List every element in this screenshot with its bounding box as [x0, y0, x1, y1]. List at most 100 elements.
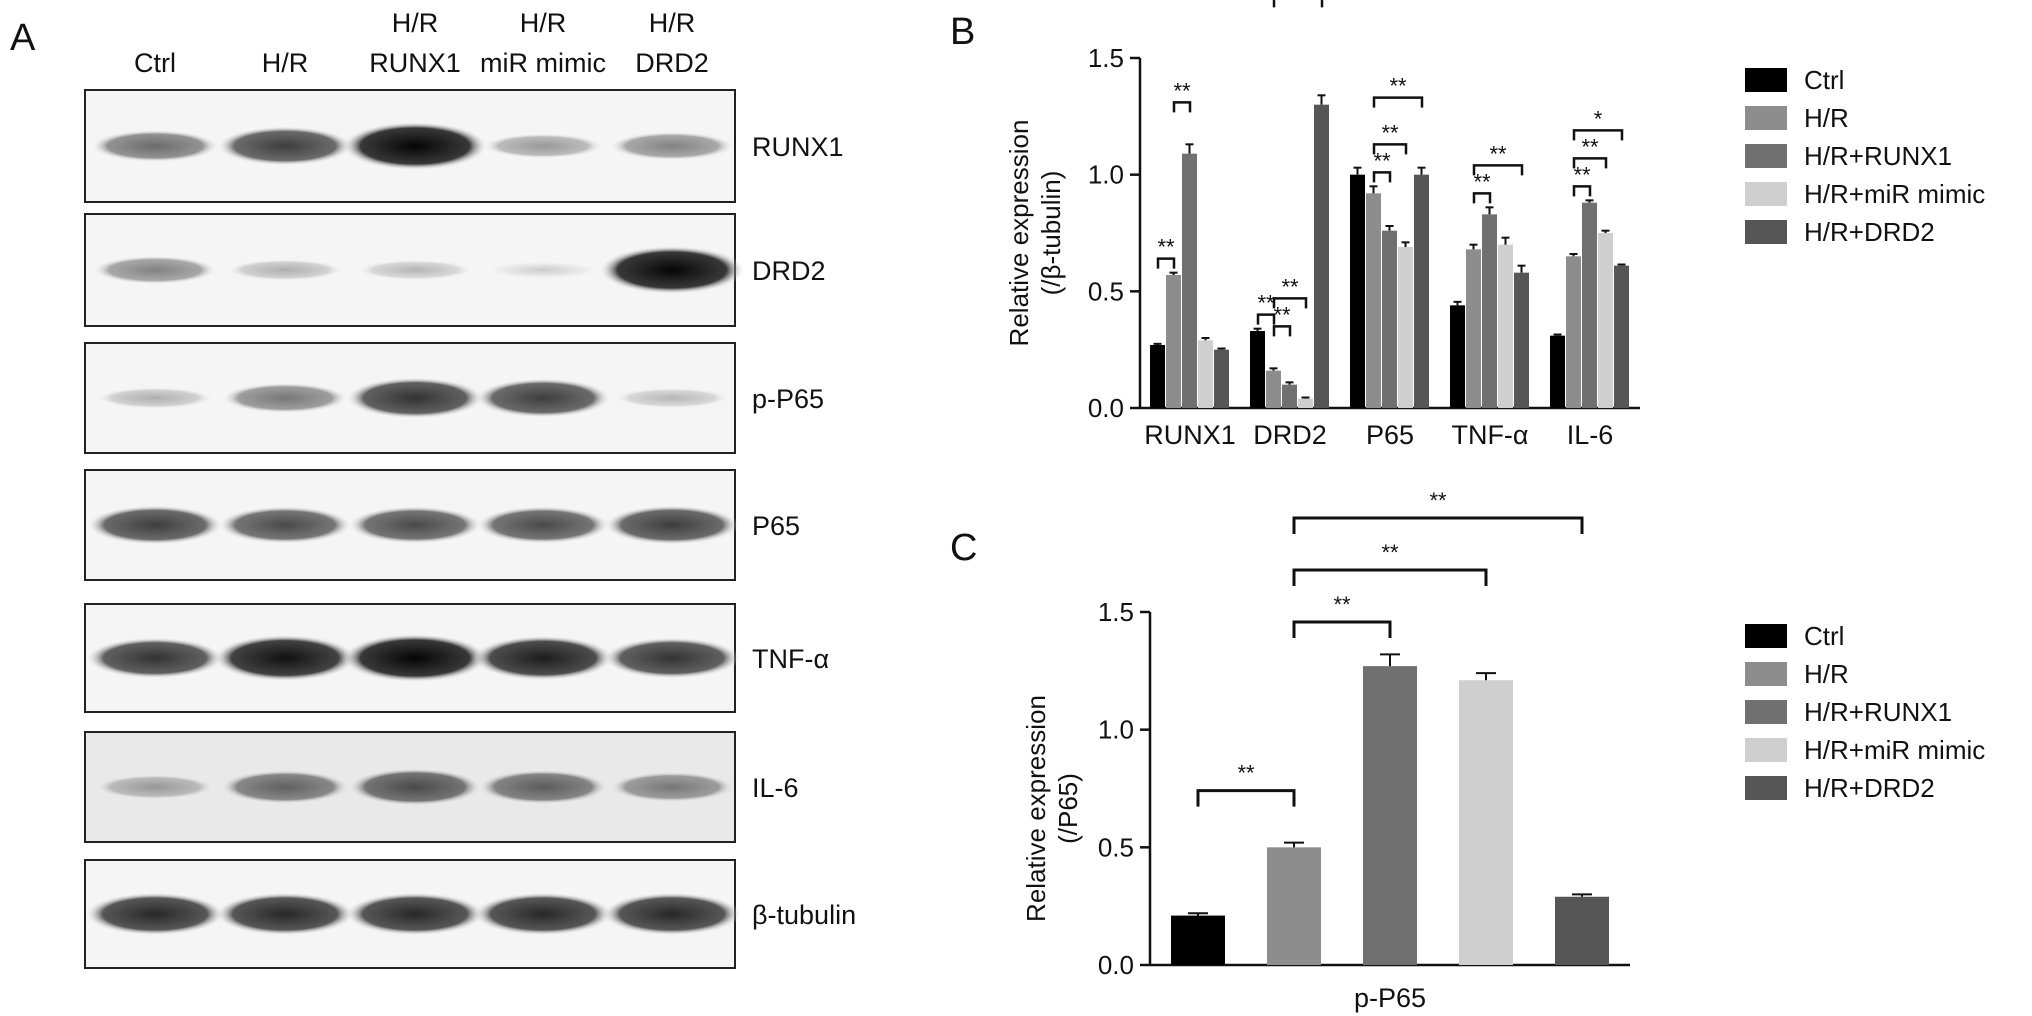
bar-b-0 [1150, 345, 1165, 408]
significance-label-b: ** [1389, 74, 1407, 99]
significance-bracket-b [1272, 325, 1292, 337]
blot-band [473, 892, 613, 936]
y-tick-label-b: 0.5 [1088, 276, 1124, 306]
legend-swatch [1745, 182, 1787, 206]
blot-band [475, 378, 611, 418]
blot-band [218, 506, 352, 544]
significance-label-b: ** [1489, 141, 1507, 166]
legend-swatch [1745, 700, 1787, 724]
significance-bracket-b [1372, 143, 1408, 155]
lane-header-label: Ctrl [134, 48, 176, 78]
chart-b-relative-expression: 0.0 0.5 1.0 1.5 Relative expression (/β-tubul… [1004, 0, 1640, 450]
bar-b-2 [1182, 153, 1197, 408]
panel-label-c: C [950, 527, 977, 569]
blot-band [599, 246, 745, 294]
legend-label: H/R+RUNX1 [1804, 697, 1952, 727]
y-tick-label-c: 1.5 [1098, 597, 1134, 627]
blot-band [615, 388, 729, 408]
significance-label-c: ** [1333, 592, 1351, 617]
blot-band [91, 130, 219, 162]
significance-bracket-b [1572, 185, 1592, 197]
significance-bracket-b [1272, 0, 1324, 8]
bar-b-2 [1282, 384, 1297, 408]
significance-label-b: ** [1473, 169, 1491, 194]
significance-label-c: ** [1381, 540, 1399, 565]
panel-label-b: B [950, 11, 975, 53]
x-tick-label-b: DRD2 [1253, 420, 1327, 450]
bar-b-0 [1250, 331, 1265, 408]
legend-label: Ctrl [1804, 65, 1844, 95]
blot-band [346, 377, 484, 419]
blot-band [348, 768, 482, 806]
x-tick-label-b: RUNX1 [1144, 420, 1236, 450]
bar-c-3 [1459, 680, 1513, 965]
blot-band [215, 892, 355, 936]
legend-label: H/R [1804, 659, 1849, 689]
significance-bracket-b [1472, 164, 1524, 176]
western-blot: Ctrl H/R H/R RUNX1 H/R miR mimic H/R DRD2 RUNX1 D… [84, 8, 856, 969]
blot-band [213, 634, 357, 682]
y-tick-label-b: 0.0 [1088, 393, 1124, 423]
bar-b-3 [1398, 247, 1413, 408]
bar-b-4 [1414, 174, 1429, 408]
y-axis-label-c: Relative expression (/P65) [1021, 695, 1083, 922]
y-tick-label-c: 0.5 [1098, 832, 1134, 862]
blot-band [604, 505, 740, 545]
lane-header-label: H/R [262, 48, 309, 78]
bar-b-4 [1614, 265, 1629, 408]
bar-b-4 [1214, 349, 1229, 408]
significance-label-b: ** [1381, 120, 1399, 145]
significance-bracket-b [1372, 96, 1424, 108]
significance-bracket-b [1272, 297, 1308, 309]
legend-b: Ctrl H/R H/R+RUNX1 H/R+miR mimic H/R+DRD2 [1745, 65, 1985, 247]
blot-band [603, 637, 741, 679]
legend-swatch [1745, 624, 1787, 648]
blot-band [610, 131, 734, 161]
legend-label: H/R+RUNX1 [1804, 141, 1952, 171]
x-tick-label-b: P65 [1366, 420, 1414, 450]
legend-swatch [1745, 738, 1787, 762]
legend-label: H/R+DRD2 [1804, 773, 1935, 803]
significance-label-b: ** [1257, 291, 1275, 316]
bar-b-3 [1498, 244, 1513, 408]
bar-b-0 [1450, 305, 1465, 408]
blot-band [85, 892, 225, 936]
bar-c-2 [1363, 666, 1417, 965]
blot-row-label: DRD2 [752, 256, 826, 286]
significance-bracket-b [1572, 129, 1624, 141]
blot-band [478, 769, 608, 805]
blot-row-label: IL-6 [752, 773, 799, 803]
significance-label-b: ** [1273, 302, 1291, 327]
legend-label: H/R+miR mimic [1804, 179, 1985, 209]
y-label-c: Relative expression [1021, 695, 1051, 922]
lane-header-label: miR mimic [480, 48, 606, 78]
blot-band [87, 505, 223, 545]
significance-label-c: ** [1429, 488, 1447, 513]
y-label2-b: (/β-tubulin) [1036, 171, 1066, 296]
bar-b-2 [1382, 230, 1397, 408]
legend-swatch [1745, 220, 1787, 244]
bar-b-2 [1582, 202, 1597, 408]
legend-swatch [1745, 776, 1787, 800]
blot-band [472, 635, 614, 681]
bar-b-1 [1266, 370, 1281, 408]
blot-band [342, 634, 488, 682]
bar-b-3 [1298, 398, 1313, 408]
blot-row-label: p-P65 [752, 384, 824, 414]
lane-header-label: RUNX1 [369, 48, 461, 78]
blot-band [95, 774, 215, 800]
chart-c-p-p65: 0.0 0.5 1.0 1.5 Relative expression (/P65) p-P… [1021, 488, 1630, 1013]
bar-b-1 [1366, 193, 1381, 408]
blot-band [476, 506, 610, 544]
significance-bracket-c [1292, 620, 1392, 638]
legend-label: H/R [1804, 103, 1849, 133]
lane-header-label: DRD2 [635, 48, 709, 78]
significance-label-b: ** [1173, 78, 1191, 103]
y-axis-label-b: Relative expression (/β-tubulin) [1004, 120, 1066, 347]
y-tick-label-b: 1.0 [1088, 160, 1124, 190]
significance-label-b: ** [1157, 235, 1175, 260]
significance-bracket-b [1572, 157, 1608, 169]
bar-b-4 [1514, 272, 1529, 408]
significance-label-b: ** [1373, 148, 1391, 173]
blot-band [358, 260, 472, 280]
